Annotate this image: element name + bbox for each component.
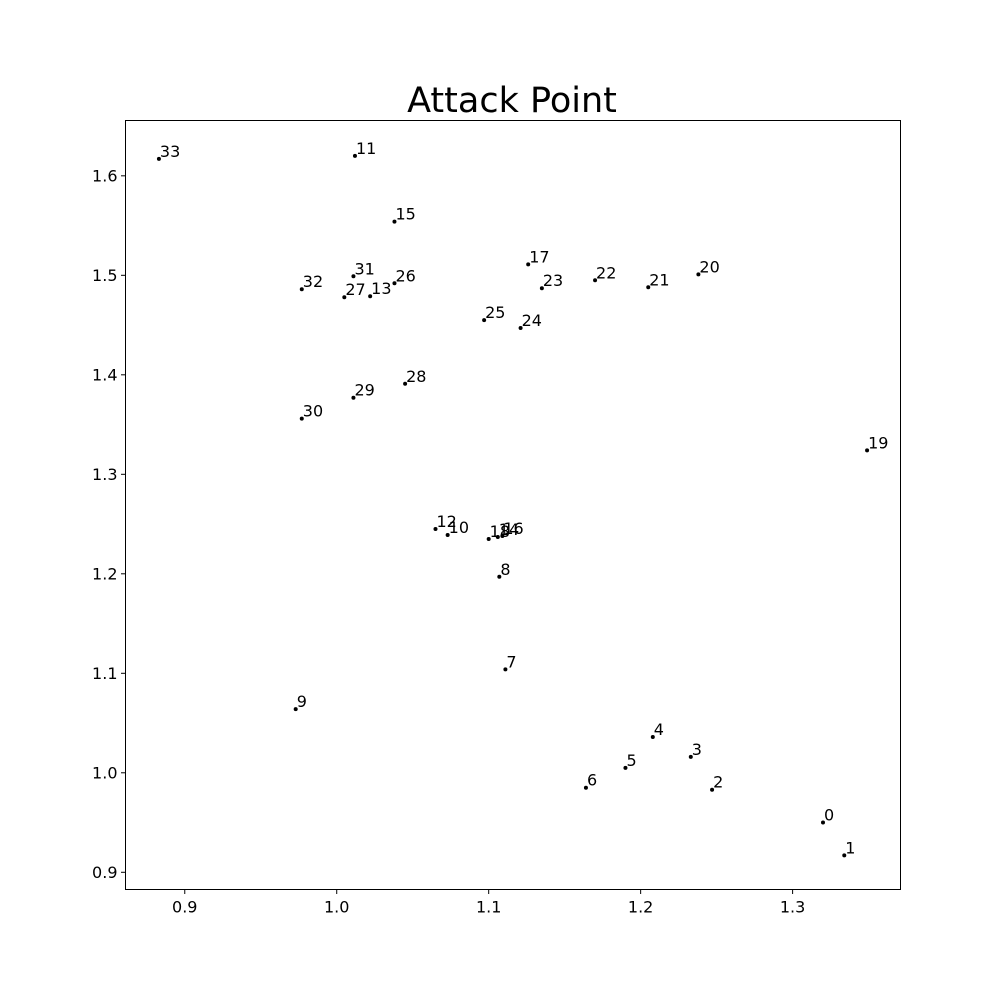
data-point-label: 22 — [596, 263, 616, 282]
data-point-33 — [156, 156, 161, 161]
data-point-label: 31 — [354, 259, 374, 278]
data-point-label: 12 — [437, 512, 457, 531]
data-point-25 — [482, 318, 487, 323]
data-point-label: 4 — [654, 720, 664, 739]
data-point-label: 15 — [395, 205, 415, 224]
data-point-10 — [445, 532, 450, 537]
data-point-label: 32 — [303, 272, 323, 291]
data-point-11 — [352, 153, 357, 158]
data-point-0 — [821, 820, 825, 825]
data-point-label: 0 — [824, 806, 834, 825]
data-point-label: 7 — [506, 652, 516, 671]
data-point-23 — [539, 286, 544, 291]
data-point-3 — [688, 754, 693, 759]
x-tick-label: 1.1 — [476, 898, 501, 917]
data-point-6 — [583, 785, 588, 790]
data-point-label: 9 — [297, 692, 307, 711]
x-tick-label: 1.3 — [780, 898, 805, 917]
data-point-12 — [433, 527, 438, 532]
data-point-27 — [342, 295, 347, 300]
y-tick-label: 1.0 — [92, 763, 117, 782]
data-point-label: 29 — [354, 381, 374, 400]
data-point-label: 28 — [406, 367, 426, 386]
x-axis: 0.9 1.0 1.1 1.2 1.3 — [172, 889, 805, 917]
y-tick-label: 1.2 — [92, 564, 117, 583]
data-point-8 — [497, 574, 502, 579]
y-tick-label: 1.6 — [92, 166, 117, 185]
x-tick-label: 1.2 — [628, 898, 653, 917]
y-tick-label: 1.4 — [92, 365, 117, 384]
data-point-label: 8 — [500, 560, 510, 579]
data-point-label: 16 — [503, 519, 523, 538]
data-point-28 — [403, 381, 408, 386]
data-point-label: 6 — [587, 771, 597, 790]
data-point-1 — [842, 853, 847, 858]
data-point-15 — [392, 219, 397, 224]
data-point-label: 33 — [160, 142, 180, 161]
data-point-30 — [299, 416, 304, 421]
data-point-14 — [495, 534, 500, 539]
y-tick-label: 1.3 — [92, 465, 117, 484]
data-point-24 — [518, 326, 523, 331]
data-point-label: 5 — [626, 751, 636, 770]
data-point-4 — [650, 734, 655, 739]
data-point-16 — [500, 533, 505, 538]
data-point-label: 30 — [303, 402, 323, 421]
data-point-20 — [696, 272, 701, 277]
data-point-18 — [486, 536, 491, 541]
y-axis: 0.9 1.0 1.1 1.2 1.3 1.4 1.5 1.6 — [92, 166, 126, 882]
data-point-label: 24 — [522, 311, 542, 330]
data-point-31 — [351, 274, 356, 279]
data-point-label: 19 — [868, 433, 888, 452]
data-point-9 — [293, 707, 298, 712]
data-point-label: 26 — [395, 266, 415, 285]
data-point-label: 17 — [529, 247, 549, 266]
y-tick-label: 1.5 — [92, 266, 117, 285]
data-point-label: 18 — [490, 522, 510, 541]
data-point-17 — [526, 262, 531, 267]
chart-title: Attack Point — [407, 81, 617, 121]
data-point-32 — [299, 287, 304, 292]
data-points: 0123456789101112131415161718192021222324… — [156, 139, 888, 858]
data-point-label: 10 — [449, 518, 469, 537]
data-point-2 — [710, 787, 715, 792]
data-point-label: 14 — [499, 520, 519, 539]
data-point-label: 13 — [371, 279, 391, 298]
data-point-label: 25 — [485, 303, 505, 322]
data-point-label: 2 — [713, 773, 723, 792]
data-point-13 — [368, 294, 373, 299]
y-tick-label: 1.1 — [92, 664, 117, 683]
plot-area-frame — [125, 120, 901, 890]
data-point-19 — [865, 448, 870, 453]
data-point-label: 21 — [649, 270, 669, 289]
data-point-label: 23 — [543, 271, 563, 290]
data-point-29 — [351, 395, 356, 400]
y-tick-label: 0.9 — [92, 863, 117, 882]
data-point-26 — [392, 281, 397, 286]
data-point-7 — [503, 667, 508, 672]
data-point-22 — [593, 278, 598, 283]
data-point-label: 1 — [845, 838, 855, 857]
x-tick-label: 0.9 — [172, 898, 197, 917]
data-point-label: 3 — [692, 740, 702, 759]
x-tick-label: 1.0 — [324, 898, 349, 917]
data-point-5 — [623, 765, 628, 770]
data-point-label: 20 — [699, 257, 719, 276]
data-point-label: 27 — [345, 280, 365, 299]
data-point-21 — [646, 285, 651, 290]
data-point-label: 11 — [356, 139, 376, 158]
